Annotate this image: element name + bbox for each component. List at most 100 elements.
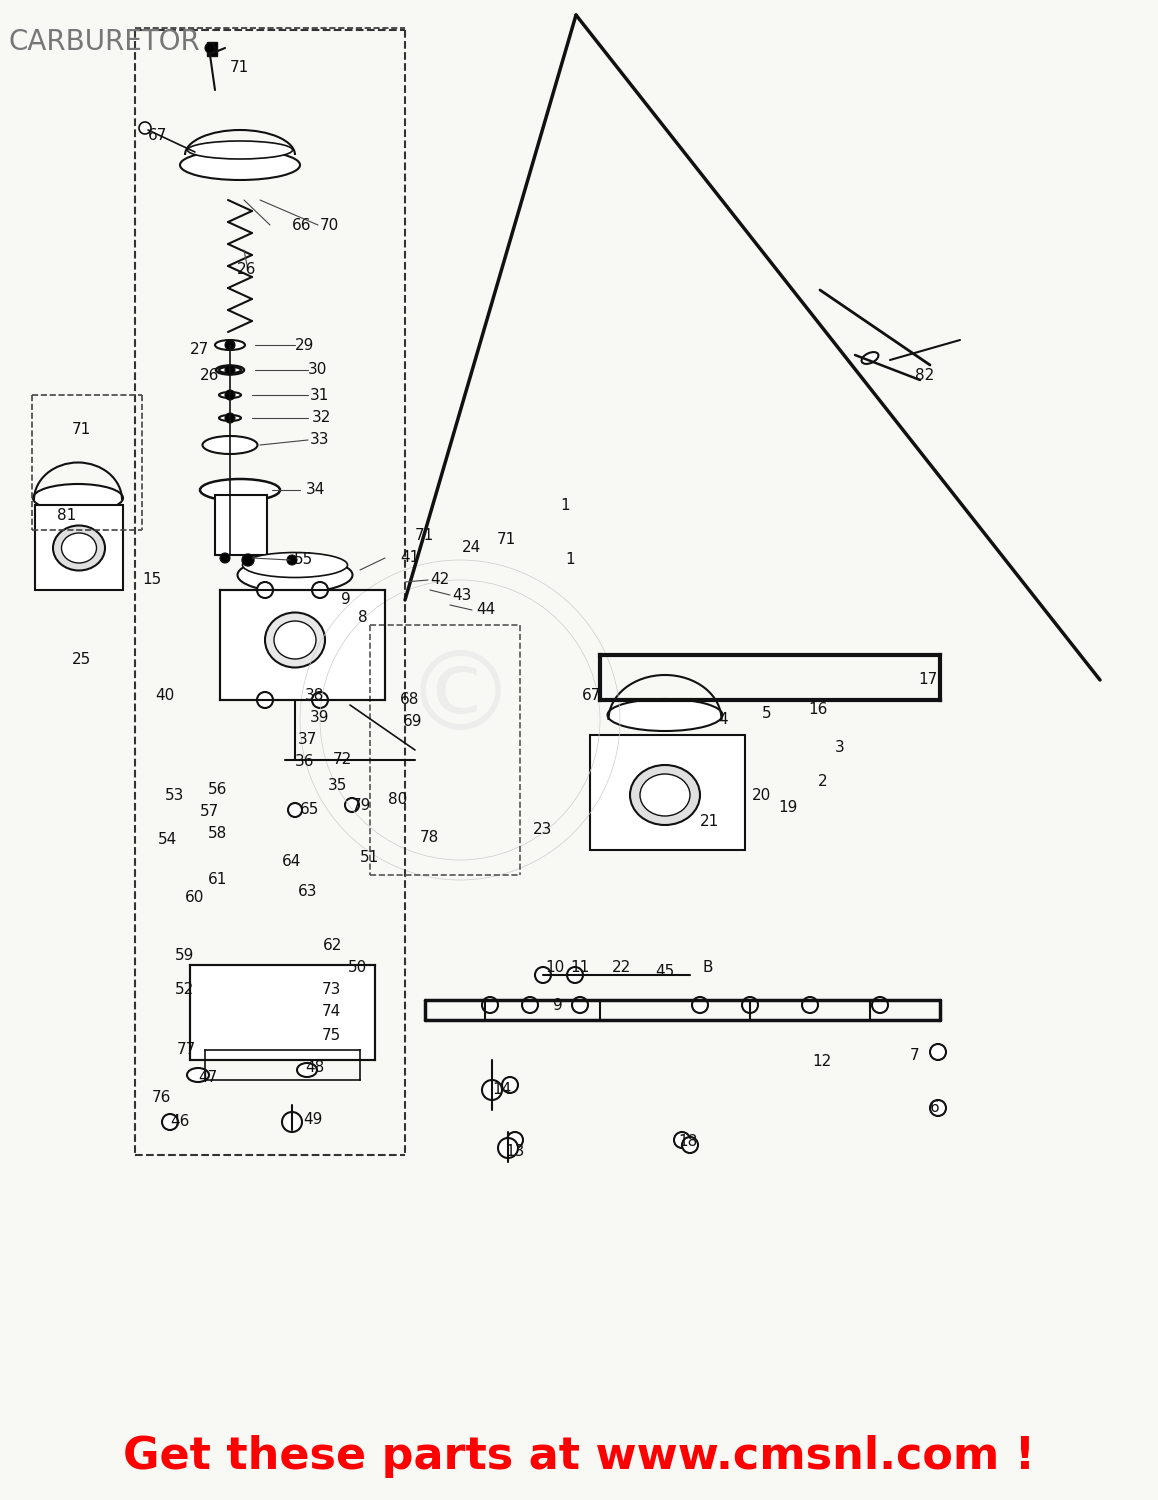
- Circle shape: [503, 1077, 518, 1094]
- Text: 59: 59: [175, 948, 195, 963]
- Circle shape: [567, 968, 582, 982]
- Ellipse shape: [219, 368, 241, 374]
- Text: 50: 50: [349, 960, 367, 975]
- Text: 56: 56: [208, 783, 227, 798]
- Text: 39: 39: [310, 711, 330, 726]
- Text: 29: 29: [295, 338, 314, 352]
- Text: 79: 79: [352, 798, 372, 813]
- Text: 78: 78: [420, 831, 439, 846]
- Text: 44: 44: [476, 603, 496, 618]
- Text: 41: 41: [400, 550, 419, 566]
- Text: 45: 45: [655, 964, 674, 980]
- Text: 49: 49: [303, 1113, 322, 1128]
- Circle shape: [482, 998, 498, 1012]
- Text: 35: 35: [328, 777, 347, 792]
- Text: 43: 43: [452, 588, 471, 603]
- Text: 20: 20: [752, 788, 771, 802]
- Circle shape: [930, 1044, 946, 1060]
- Circle shape: [225, 390, 235, 400]
- Circle shape: [139, 122, 151, 134]
- Ellipse shape: [640, 774, 690, 816]
- Circle shape: [930, 1100, 946, 1116]
- Text: 69: 69: [403, 714, 423, 729]
- Text: 67: 67: [582, 687, 601, 702]
- Text: 72: 72: [334, 753, 352, 768]
- Text: 26: 26: [237, 262, 256, 278]
- Text: 52: 52: [175, 982, 195, 998]
- Circle shape: [220, 554, 230, 562]
- Text: 33: 33: [310, 432, 330, 447]
- Ellipse shape: [200, 478, 280, 501]
- Circle shape: [682, 1137, 698, 1154]
- Text: 12: 12: [812, 1054, 831, 1070]
- Circle shape: [312, 582, 328, 598]
- Text: 13: 13: [505, 1144, 525, 1160]
- Text: 57: 57: [200, 804, 219, 819]
- Ellipse shape: [242, 552, 347, 578]
- Text: 27: 27: [190, 342, 210, 357]
- Text: 54: 54: [157, 833, 177, 848]
- Text: B: B: [703, 960, 713, 975]
- Text: 75: 75: [322, 1028, 342, 1042]
- Text: 71: 71: [72, 423, 91, 438]
- Circle shape: [205, 44, 215, 52]
- Text: 1: 1: [560, 498, 570, 513]
- Ellipse shape: [274, 621, 316, 658]
- Ellipse shape: [630, 765, 699, 825]
- Text: 32: 32: [312, 411, 331, 426]
- Circle shape: [312, 692, 328, 708]
- Circle shape: [507, 1132, 523, 1148]
- Text: 22: 22: [611, 960, 631, 975]
- Text: 71: 71: [497, 532, 516, 548]
- Text: 51: 51: [360, 850, 380, 865]
- Text: 68: 68: [400, 693, 419, 708]
- Text: 9: 9: [340, 592, 351, 608]
- Text: 5: 5: [762, 705, 771, 720]
- Text: 10: 10: [545, 960, 564, 975]
- Ellipse shape: [215, 340, 245, 350]
- Circle shape: [872, 998, 888, 1012]
- Text: 23: 23: [533, 822, 552, 837]
- Text: 64: 64: [283, 855, 301, 870]
- Text: 14: 14: [492, 1083, 511, 1098]
- Text: 30: 30: [308, 363, 328, 378]
- Text: 36: 36: [295, 754, 315, 770]
- Text: 77: 77: [177, 1042, 196, 1058]
- Text: 71: 71: [415, 528, 434, 543]
- Text: 9: 9: [554, 998, 563, 1012]
- Ellipse shape: [179, 150, 300, 180]
- Text: 1: 1: [565, 552, 574, 567]
- Text: 8: 8: [358, 609, 367, 624]
- Circle shape: [257, 582, 273, 598]
- Text: 81: 81: [57, 507, 76, 522]
- Ellipse shape: [219, 392, 241, 398]
- Text: 65: 65: [300, 802, 320, 818]
- Text: 11: 11: [570, 960, 589, 975]
- FancyBboxPatch shape: [190, 964, 375, 1060]
- Text: CARBURETOR: CARBURETOR: [8, 28, 199, 56]
- Text: Get these parts at www.cmsnl.com !: Get these parts at www.cmsnl.com !: [123, 1436, 1035, 1478]
- Circle shape: [692, 998, 708, 1012]
- Circle shape: [345, 798, 359, 812]
- Text: 38: 38: [305, 687, 324, 702]
- Text: 34: 34: [306, 483, 325, 498]
- Circle shape: [287, 555, 296, 566]
- FancyBboxPatch shape: [220, 590, 384, 700]
- Circle shape: [498, 1138, 518, 1158]
- Text: 26: 26: [200, 368, 219, 382]
- Text: 21: 21: [699, 815, 719, 830]
- FancyBboxPatch shape: [215, 495, 267, 555]
- Circle shape: [288, 802, 302, 818]
- Text: 18: 18: [677, 1134, 697, 1149]
- Text: 74: 74: [322, 1005, 342, 1020]
- Circle shape: [674, 1132, 690, 1148]
- Text: 42: 42: [430, 573, 449, 588]
- Ellipse shape: [296, 1064, 317, 1077]
- Text: 67: 67: [148, 128, 168, 142]
- Circle shape: [742, 998, 758, 1012]
- Text: 6: 6: [930, 1101, 940, 1116]
- Text: 60: 60: [185, 891, 204, 906]
- Text: 16: 16: [808, 702, 827, 717]
- Text: 61: 61: [208, 873, 227, 888]
- Ellipse shape: [61, 532, 96, 562]
